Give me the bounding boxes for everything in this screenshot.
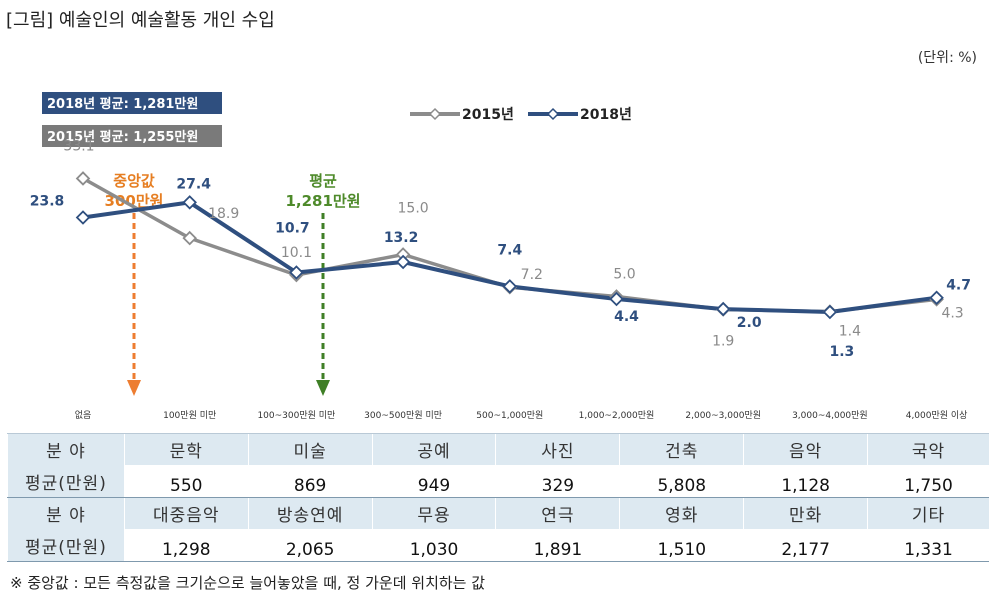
x-tick-label: 3,000~4,000만원 [792, 410, 868, 421]
data-point [182, 230, 197, 246]
mean-value-label: 1,281만원 [285, 192, 360, 210]
data-point [289, 265, 304, 280]
field-cell: 만화 [743, 497, 868, 529]
value-cell: 1,128 [743, 465, 868, 498]
avg-2018-text: 2018년 평균: 1,281만원 [47, 96, 198, 112]
avg-2015-text: 2015년 평균: 1,255만원 [47, 129, 198, 145]
data-label-2015: 18.9 [208, 206, 239, 222]
legend-2015-label: 2015년 [462, 107, 514, 123]
value-cell: 1,510 [619, 529, 744, 562]
value-cell: 2,177 [743, 529, 868, 562]
field-cell: 국악 [867, 433, 989, 465]
data-label-2018: 4.4 [614, 309, 639, 325]
table-row: 분 야 문학 미술 공예 사진 건축 음악 국악 [7, 433, 989, 465]
data-label-2018: 7.4 [497, 242, 522, 258]
x-tick-label: 100만원 미만 [163, 410, 216, 421]
x-tick-label: 1,000~2,000만원 [579, 410, 655, 421]
field-cell: 문학 [123, 433, 249, 465]
value-cell: 2,065 [247, 529, 373, 562]
table-row: 평균(만원) 550 869 949 329 5,808 1,128 1,750 [7, 465, 989, 498]
mean-label: 평균 [309, 172, 337, 190]
data-label-2015: 10.1 [281, 245, 312, 261]
avg-header: 평균(만원) [7, 529, 125, 562]
data-label-2015: 1.9 [712, 333, 734, 349]
field-header: 분 야 [7, 433, 125, 465]
median-value-label: 300만원 [105, 192, 164, 210]
value-cell: 1,030 [371, 529, 496, 562]
data-point [395, 254, 411, 270]
field-cell: 영화 [619, 497, 744, 529]
avg-2018-box [42, 92, 222, 114]
data-label-2018: 2.0 [737, 315, 762, 331]
data-label-2015: 1.4 [839, 324, 861, 340]
value-cell: 1,298 [123, 529, 249, 562]
x-tick-label: 2,000~3,000만원 [685, 410, 761, 421]
x-tick-label: 300~500만원 미만 [364, 410, 442, 421]
value-cell: 1,331 [867, 529, 989, 562]
data-point [609, 291, 624, 307]
table-row: 분 야 대중음악 방송연예 무용 연극 영화 만화 기타 [7, 497, 989, 529]
x-tick-label: 4,000만원 이상 [906, 410, 968, 421]
field-cell: 대중음악 [123, 497, 249, 529]
data-label-2015: 7.2 [521, 267, 543, 283]
unit-label: (단위: %) [917, 50, 977, 66]
x-tick-label: 없음 [75, 410, 92, 421]
data-point [502, 279, 518, 294]
data-label-2018: 10.7 [275, 221, 310, 237]
data-point [182, 195, 197, 210]
field-cell: 연극 [495, 497, 620, 529]
table-row: 평균(만원) 1,298 2,065 1,030 1,891 1,510 2,1… [7, 529, 989, 562]
figure-title: [그림] 예술인의 예술활동 개인 수입 [6, 10, 275, 31]
median-footnote: ※ 중앙값 : 모든 측정값을 크기순으로 늘어놓았을 때, 정 가운데 위치하… [10, 574, 486, 592]
value-cell: 949 [371, 465, 496, 498]
income-line-chart: 2018년 평균: 1,281만원 2015년 평균: 1,255만원 2015년 2… [30, 92, 971, 421]
value-cell: 1,750 [867, 465, 989, 498]
field-cell: 미술 [247, 433, 373, 465]
data-label-2018: 13.2 [384, 230, 419, 246]
data-label-2018: 4.7 [946, 278, 971, 294]
legend-2018-marker [546, 107, 560, 121]
avg-2015-box [42, 125, 222, 147]
field-cell: 건축 [619, 433, 744, 465]
data-label-2015: 33.1 [63, 138, 94, 154]
data-point [75, 171, 91, 186]
value-cell: 5,808 [619, 465, 744, 498]
field-cell: 무용 [371, 497, 496, 529]
avg-header: 평균(만원) [7, 465, 125, 498]
value-cell: 1,891 [495, 529, 620, 562]
data-point [715, 301, 731, 317]
legend-2015-marker [428, 107, 442, 121]
x-tick-label: 100~300만원 미만 [257, 410, 335, 421]
data-label-2015: 4.3 [941, 305, 963, 321]
median-arrow-head [127, 380, 141, 396]
field-cell: 방송연예 [247, 497, 373, 529]
income-by-field-table: 분 야 문학 미술 공예 사진 건축 음악 국악 평균(만원) 550 869 … [7, 433, 989, 562]
data-label-2015: 5.0 [613, 266, 635, 282]
field-header: 분 야 [7, 497, 125, 529]
x-tick-label: 500~1,000만원 [476, 410, 543, 421]
data-label-2018: 27.4 [176, 176, 211, 192]
data-point [75, 210, 91, 225]
data-point [929, 290, 944, 305]
value-cell: 869 [247, 465, 373, 498]
median-label: 중앙값 [113, 172, 155, 190]
data-label-2018: 1.3 [829, 344, 854, 360]
data-point [822, 304, 838, 320]
mean-arrow-head [316, 380, 330, 396]
data-label-2018: 23.8 [30, 194, 65, 210]
field-cell: 사진 [495, 433, 620, 465]
field-cell: 음악 [743, 433, 868, 465]
value-cell: 550 [123, 465, 249, 498]
data-label-2015: 15.0 [398, 200, 429, 216]
field-cell: 기타 [867, 497, 989, 529]
field-cell: 공예 [371, 433, 496, 465]
legend-2018-label: 2018년 [580, 107, 632, 123]
value-cell: 329 [495, 465, 620, 498]
